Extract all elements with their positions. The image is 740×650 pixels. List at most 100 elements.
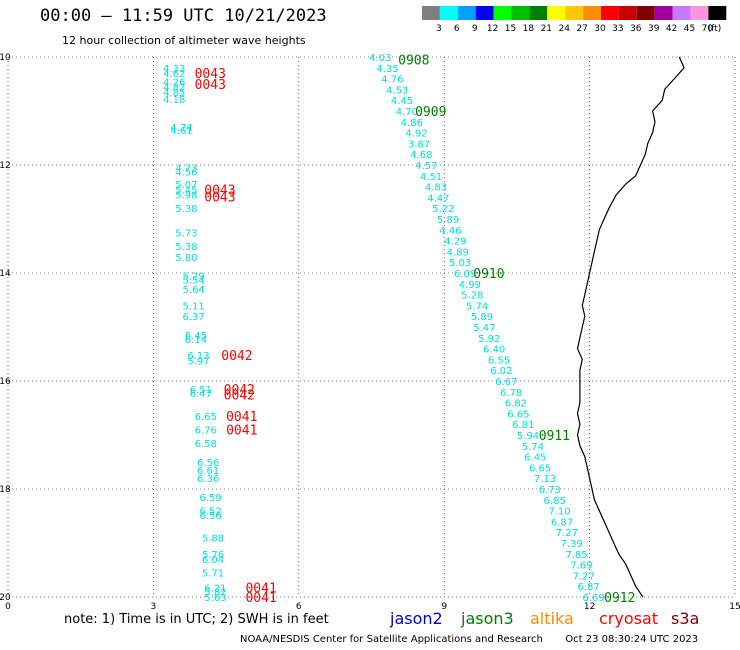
wave-height-value: 7.69: [570, 561, 592, 572]
lat-tick-label: -20: [0, 593, 11, 603]
lat-tick-label: -10: [0, 53, 11, 63]
pass-time-label: 0911: [539, 429, 570, 444]
wave-height-value: 6.78: [500, 388, 522, 399]
wave-height-value: 5.11: [182, 301, 204, 312]
pass-time-label: 0910: [473, 267, 504, 282]
pass-time-label: 0043: [195, 67, 226, 82]
legend-swatch: [493, 6, 512, 20]
wave-height-value: 6.81: [512, 420, 534, 431]
pass-time-label: 0042: [221, 349, 252, 364]
wave-height-value: 6.65: [507, 409, 529, 420]
wave-height-value: 5.73: [175, 229, 197, 240]
credit-line: NOAA/NESDIS Center for Satellite Applica…: [240, 634, 698, 645]
satellite-label-s3a: s3a: [671, 609, 700, 628]
wave-height-value: 6.85: [544, 496, 566, 507]
wave-height-value: 6.59: [199, 493, 221, 504]
legend-label: 18: [523, 24, 535, 34]
wave-height-value: 4.29: [444, 237, 466, 248]
pass-time-label: 0041: [245, 591, 276, 606]
legend-label: 3: [436, 24, 442, 34]
wave-height-value: 4.89: [447, 247, 469, 258]
wave-height-value: 4.26: [163, 77, 185, 88]
wave-height-value: 6.55: [488, 355, 510, 366]
lon-tick-label: 12: [584, 602, 595, 612]
pass-time-label: 0041: [245, 581, 276, 596]
legend-swatch: [654, 6, 673, 20]
wave-height-value: 6.04: [202, 555, 224, 566]
wave-height-value: 6.87: [577, 582, 599, 593]
pass-time-label: 0908: [398, 54, 429, 69]
pass-time-label: 0042: [224, 389, 255, 404]
wave-height-value: 6.82: [505, 399, 527, 410]
wave-height-value: 5.74: [522, 442, 544, 453]
wave-height-value: 5.45: [175, 185, 197, 196]
wave-height-value: 5.88: [202, 534, 224, 545]
wave-height-value: 5.29: [182, 272, 204, 283]
wave-height-value: 4.03: [369, 53, 391, 64]
wave-height-value: 6.45: [185, 331, 207, 342]
wave-height-value: 6.56: [197, 458, 219, 469]
pass-time-label: 0041: [226, 410, 257, 425]
altimeter-tracks: 4.334.624.264.824.854.18 4.744.61 4.734.56…: [163, 53, 605, 604]
pass-time-label: 0043: [195, 78, 226, 93]
legend-label: 6: [454, 24, 460, 34]
wave-height-value: 6.37: [182, 312, 204, 323]
legend-label: 42: [666, 24, 677, 34]
legend-label: 70: [702, 24, 714, 34]
wave-height-value: 4.85: [163, 88, 185, 99]
wave-height-value: 7.27: [573, 571, 595, 582]
wave-height-value: 5.03: [449, 258, 471, 269]
satellite-label-jason3: jason3: [461, 609, 514, 628]
legend-swatch: [565, 6, 584, 20]
wave-height-value: 7.10: [548, 507, 570, 518]
wave-height-value: 7.39: [561, 539, 583, 550]
wave-height-value: 4.61: [170, 126, 192, 137]
wave-height-value: 6.09: [454, 269, 476, 280]
wave-height-value: 5.94: [517, 431, 539, 442]
legend-swatch: [422, 6, 440, 20]
wave-height-value: 4.73: [175, 164, 197, 175]
legend-label: 9: [472, 24, 478, 34]
legend-swatch: [601, 6, 619, 20]
wave-height-value: 6.65: [529, 463, 551, 474]
wave-height-value: 4.83: [425, 183, 447, 194]
wave-height-value: 6.14: [185, 335, 207, 346]
credit-org: NOAA/NESDIS Center for Satellite Applica…: [240, 634, 543, 645]
lon-tick-label: 6: [296, 602, 302, 612]
wave-height-value: 5.71: [202, 569, 224, 580]
wave-height-value: 4.62: [163, 69, 185, 80]
lon-tick-label: 0: [5, 602, 11, 612]
wave-height-value: 6.65: [195, 412, 217, 423]
wave-height-value: 5.38: [175, 242, 197, 253]
wave-height-value: 4.18: [163, 95, 185, 106]
legend-swatch: [547, 6, 566, 20]
wave-height-value: 6.56: [199, 511, 221, 522]
wave-height-value: 5.38: [175, 204, 197, 215]
wave-height-value: 3.87: [408, 139, 430, 150]
wave-height-value: 7.13: [534, 474, 556, 485]
legend-swatch: [672, 6, 691, 20]
wave-height-value: 6.45: [524, 453, 546, 464]
legend-swatch: [583, 6, 601, 20]
pass-time-label: 0912: [604, 591, 635, 606]
pass-time-labels: 0043004300430043004200420042004100410041…: [195, 54, 636, 606]
wave-height-value: 4.68: [410, 150, 432, 161]
pass-time-label: 0043: [204, 183, 235, 198]
legend-label: 15: [505, 24, 516, 34]
pass-time-label: 0043: [204, 190, 235, 205]
wave-height-value: 7.27: [556, 528, 578, 539]
lon-tick-label: 15: [729, 602, 740, 612]
legend-label: 24: [558, 24, 570, 34]
page-title: 00:00 – 11:59 UTC 10/21/2023: [40, 6, 327, 26]
legend-swatch: [457, 6, 476, 20]
wave-height-value: 4.45: [391, 96, 413, 107]
map-grid: [7, 56, 736, 598]
wave-height-value: 5.63: [204, 593, 226, 604]
wave-height-value: 4.82: [163, 83, 185, 94]
satellite-label-jason2: jason2: [390, 609, 443, 628]
lat-tick-label: -16: [0, 377, 11, 387]
legend-label: 21: [541, 24, 552, 34]
wave-height-value: 6.02: [490, 366, 512, 377]
legend-label: 12: [487, 24, 498, 34]
lon-tick-label: 3: [151, 602, 157, 612]
